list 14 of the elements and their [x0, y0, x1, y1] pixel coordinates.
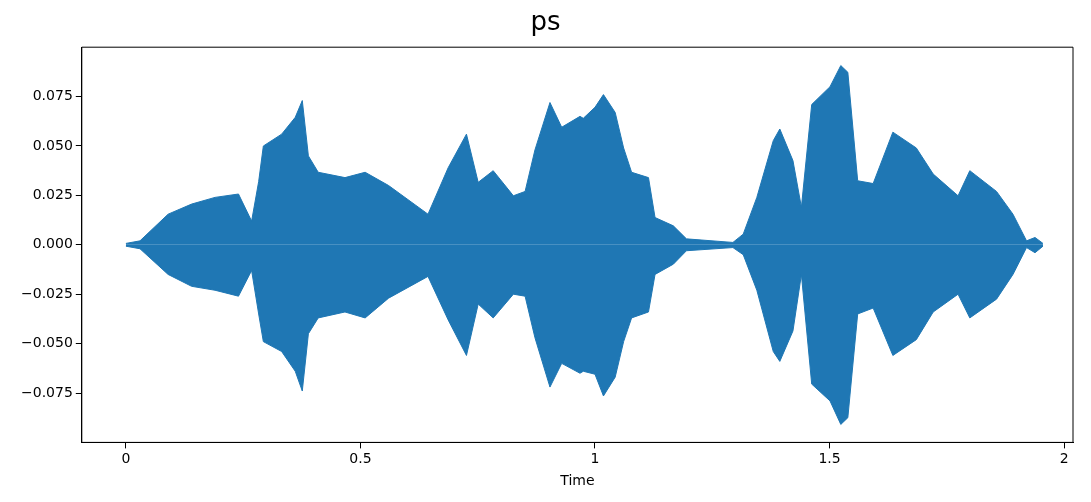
x-tick-label: 1 [590, 450, 600, 467]
x-tick-label: 1.5 [818, 450, 841, 467]
y-tick-label: −0.025 [21, 284, 73, 301]
x-axis-title: Time [559, 472, 595, 489]
x-tick-label: 0 [121, 450, 131, 467]
x-tick-label: 0.5 [349, 450, 372, 467]
x-tick-label: 2 [1059, 450, 1069, 467]
y-tick-label: 0.025 [32, 186, 73, 203]
y-tick-label: 0.050 [32, 136, 73, 153]
chart-title: ps [530, 6, 561, 37]
y-tick-label: 0.075 [32, 87, 73, 104]
y-tick-label: 0.000 [32, 235, 73, 252]
y-tick-label: −0.050 [21, 334, 73, 351]
y-tick-label: −0.075 [21, 383, 73, 400]
